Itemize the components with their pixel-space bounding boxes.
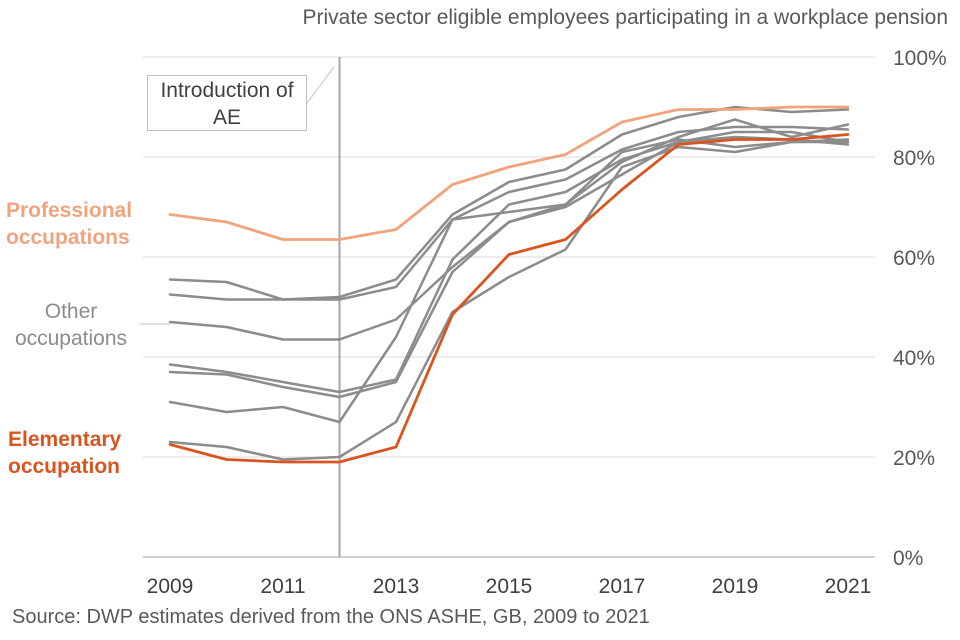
series-line-other-occupations-5 xyxy=(168,135,850,399)
source-note: Source: DWP estimates derived from the O… xyxy=(12,606,650,628)
x-tick-label-2019: 2019 xyxy=(712,575,759,598)
ae-annotation-leader xyxy=(306,66,335,104)
series-line-other-occupations-2 xyxy=(168,125,850,301)
series-line-other-occupations-7 xyxy=(168,138,850,461)
gridlines xyxy=(143,56,875,458)
ae-annotation-line2: AE xyxy=(212,106,241,129)
x-tick-label-2009: 2009 xyxy=(147,575,194,598)
ae-annotation-line1: Introduction of xyxy=(160,79,294,102)
x-tick-label-2021: 2021 xyxy=(825,575,872,598)
legend-other-line1: Other xyxy=(44,300,98,323)
legend-elementary-line1: Elementary xyxy=(8,428,122,451)
x-tick-label-2017: 2017 xyxy=(599,575,646,598)
chart-title: Private sector eligible employees partic… xyxy=(302,6,948,29)
y-tick-label-60pct: 60% xyxy=(893,247,935,270)
series-line-other-occupations-4 xyxy=(168,130,850,394)
series-line-other-occupations-3 xyxy=(168,118,850,341)
legend-other-occupations: Other occupations xyxy=(2,298,140,352)
legend-professional-occupations: Professional occupations xyxy=(6,197,156,251)
x-tick-label-2013: 2013 xyxy=(373,575,420,598)
series-line-elementary-occupation xyxy=(168,133,850,464)
x-axis-tick-labels: 2009 2011 2013 2015 2017 2019 2021 xyxy=(147,575,872,598)
legend-professional-line2: occupations xyxy=(6,226,130,249)
ae-annotation-box: Introduction of AE xyxy=(147,75,307,131)
x-tick-label-2011: 2011 xyxy=(260,575,305,598)
series-lines xyxy=(168,105,850,464)
y-tick-label-80pct: 80% xyxy=(893,147,935,170)
series-line-professional-occupations xyxy=(168,105,850,241)
y-tick-label-40pct: 40% xyxy=(893,347,935,370)
legend-elementary-line2: occupation xyxy=(8,455,121,478)
legend-other-line2: occupations xyxy=(14,327,128,350)
legend-elementary-occupation: Elementary occupation xyxy=(8,426,148,480)
series-line-other-occupations-6 xyxy=(168,138,850,424)
x-tick-label-2015: 2015 xyxy=(486,575,533,598)
y-tick-label-0pct: 0% xyxy=(893,547,923,570)
y-axis-tick-labels: 0% 20% 40% 60% 80% 100% xyxy=(893,47,947,570)
y-tick-label-100pct: 100% xyxy=(893,47,947,70)
legend-professional-line1: Professional xyxy=(6,199,133,222)
y-tick-label-20pct: 20% xyxy=(893,447,935,470)
